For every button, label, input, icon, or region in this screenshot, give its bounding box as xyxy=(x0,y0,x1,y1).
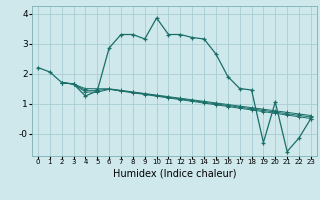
X-axis label: Humidex (Indice chaleur): Humidex (Indice chaleur) xyxy=(113,168,236,178)
